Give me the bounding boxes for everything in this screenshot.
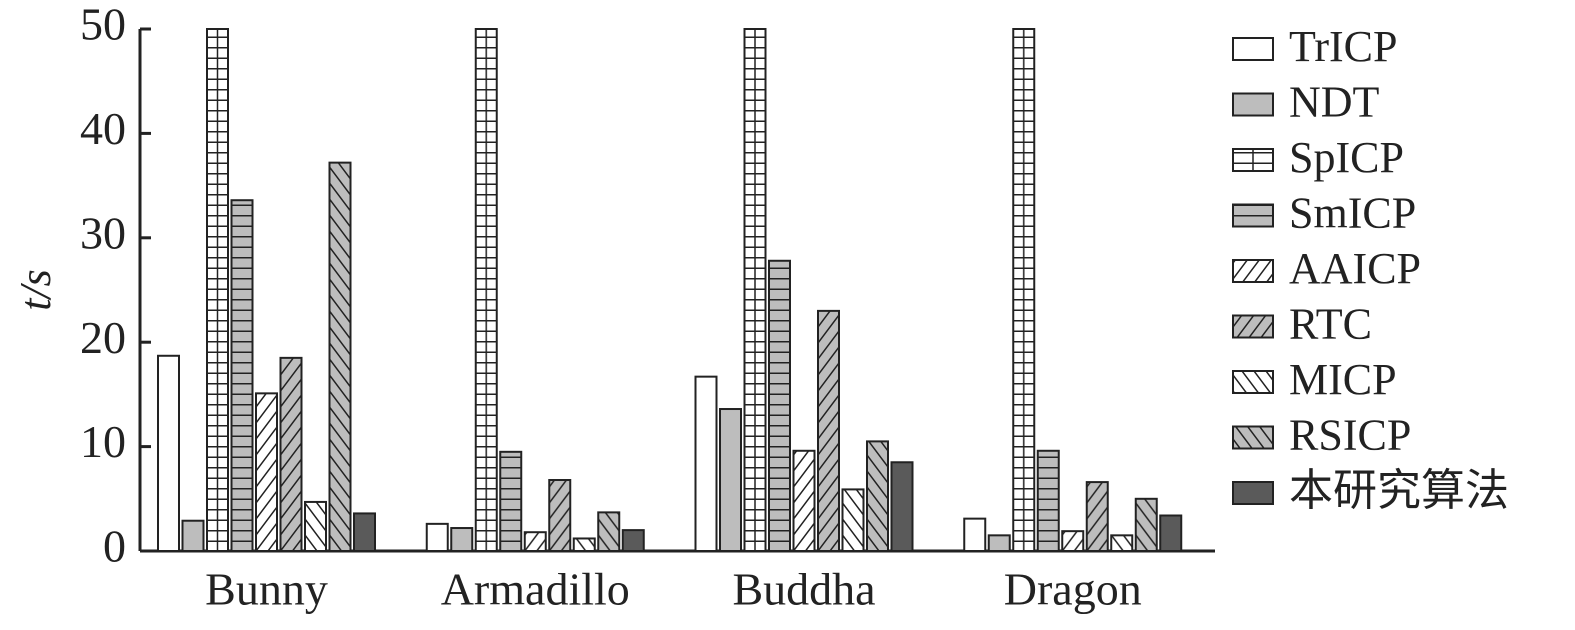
legend-label: AAICP	[1289, 244, 1421, 293]
legend-swatch	[1232, 425, 1274, 450]
y-tick-label: 10	[80, 416, 126, 467]
bar	[1110, 534, 1134, 553]
x-tick-label: Armadillo	[441, 564, 630, 615]
legend-swatch	[1232, 37, 1274, 61]
bar	[1085, 481, 1109, 553]
bar	[1036, 449, 1060, 552]
bar	[425, 522, 449, 553]
bar	[1061, 530, 1085, 553]
legend-swatch	[1232, 481, 1274, 505]
legend-swatch	[1232, 92, 1274, 117]
y-axis-label: t/s	[11, 269, 60, 311]
bar	[1012, 28, 1036, 552]
y-tick-label: 0	[103, 521, 126, 572]
bar	[353, 512, 376, 553]
bar	[597, 511, 621, 553]
y-tick-label: 30	[80, 207, 126, 258]
bar	[450, 527, 474, 552]
legend-label: MICP	[1289, 355, 1397, 404]
bar	[1159, 514, 1183, 553]
bar	[694, 375, 718, 553]
legend-label: RTC	[1289, 300, 1372, 349]
bar	[474, 28, 498, 552]
bar	[548, 479, 572, 552]
bar	[866, 440, 889, 553]
legend-label: 本研究算法	[1289, 466, 1509, 515]
bar	[1134, 497, 1158, 552]
bar	[768, 259, 791, 552]
y-tick-label: 20	[80, 312, 126, 363]
bar	[328, 161, 352, 553]
y-tick-label: 40	[80, 103, 126, 154]
bar	[963, 517, 987, 552]
legend-label: RSICP	[1289, 411, 1411, 460]
bar	[719, 408, 742, 552]
bar	[792, 449, 816, 552]
legend-label: SpICP	[1289, 133, 1404, 182]
x-tick-label: Bunny	[205, 564, 328, 615]
bar	[987, 534, 1011, 553]
legend-swatch	[1232, 203, 1274, 228]
legend-swatch	[1232, 314, 1274, 339]
legend-label: NDT	[1289, 78, 1380, 127]
bar	[230, 199, 254, 552]
bar	[157, 354, 180, 552]
bar	[890, 461, 914, 553]
legend-swatch	[1232, 370, 1274, 394]
bar	[279, 356, 303, 552]
bar	[499, 450, 523, 553]
bar	[817, 309, 840, 552]
bar	[181, 519, 205, 552]
bar	[572, 537, 596, 552]
x-tick-label: Buddha	[732, 564, 875, 615]
y-tick-label: 50	[80, 0, 126, 50]
bar	[743, 28, 767, 552]
bar	[206, 28, 229, 552]
bar	[255, 392, 278, 552]
bar	[621, 529, 645, 552]
bar	[523, 531, 547, 553]
legend-swatch	[1232, 259, 1274, 283]
bar	[304, 500, 327, 553]
x-tick-label: Dragon	[1004, 564, 1142, 615]
legend-swatch	[1232, 148, 1274, 172]
legend-label: SmICP	[1289, 189, 1416, 238]
bar	[841, 488, 865, 552]
legend-label: TrICP	[1289, 22, 1397, 71]
